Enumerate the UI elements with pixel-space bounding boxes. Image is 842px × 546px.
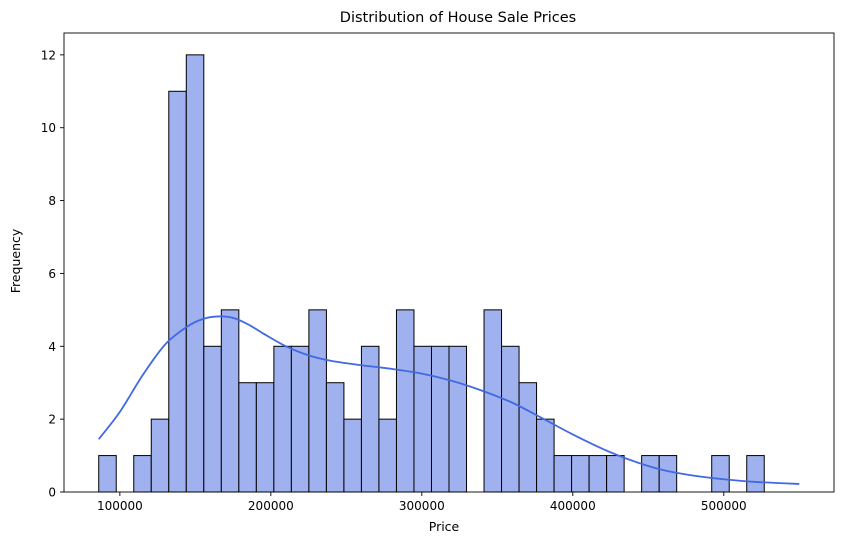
histogram-bar bbox=[308, 309, 327, 493]
plot-area bbox=[63, 32, 835, 493]
histogram-bar bbox=[711, 455, 730, 493]
y-axis-ticks: 0 2 4 6 8 10 12 bbox=[41, 48, 64, 500]
y-tick-label: 12 bbox=[41, 48, 56, 62]
histogram-bar bbox=[255, 382, 275, 493]
histogram-bar bbox=[273, 345, 292, 493]
histogram-bar bbox=[413, 345, 432, 493]
histogram-bar bbox=[290, 345, 310, 493]
histogram-bars bbox=[98, 54, 765, 493]
histogram-bar bbox=[536, 418, 555, 493]
histogram-bar bbox=[588, 455, 608, 493]
histogram-bar bbox=[325, 382, 345, 493]
y-tick-label: 8 bbox=[48, 194, 56, 208]
histogram-bar bbox=[746, 455, 765, 493]
chart-title: Distribution of House Sale Prices bbox=[340, 10, 576, 26]
x-tick-label: 200000 bbox=[248, 499, 294, 513]
histogram-bar bbox=[185, 54, 205, 493]
histogram-bar bbox=[133, 455, 152, 493]
histogram-bar bbox=[220, 309, 240, 493]
histogram-bar bbox=[168, 90, 187, 493]
x-tick-label: 400000 bbox=[550, 499, 596, 513]
x-tick-label: 100000 bbox=[97, 499, 143, 513]
histogram-bar bbox=[553, 455, 573, 493]
x-tick-label: 300000 bbox=[399, 499, 445, 513]
plot-frame bbox=[63, 32, 835, 493]
histogram-bar bbox=[203, 345, 222, 493]
y-axis-label: Frequency bbox=[8, 228, 23, 293]
histogram-bar bbox=[430, 345, 450, 493]
y-tick-label: 4 bbox=[48, 340, 56, 354]
histogram-bar bbox=[360, 345, 380, 493]
y-tick-label: 10 bbox=[41, 121, 56, 135]
x-tick-label: 500000 bbox=[701, 499, 747, 513]
y-tick-label: 2 bbox=[48, 413, 56, 427]
y-tick-label: 0 bbox=[48, 486, 56, 500]
histogram-bar bbox=[518, 382, 538, 493]
x-axis-label: Price bbox=[429, 519, 460, 534]
kde-curve bbox=[98, 315, 800, 485]
histogram-bar bbox=[343, 418, 362, 493]
histogram-bar bbox=[501, 345, 520, 493]
histogram-bar bbox=[238, 382, 257, 493]
histogram-bar bbox=[483, 309, 503, 493]
histogram-bar bbox=[641, 455, 660, 493]
y-tick-label: 6 bbox=[48, 267, 56, 281]
histogram-bar bbox=[571, 455, 590, 493]
histogram-bar bbox=[378, 418, 397, 493]
histogram-bar bbox=[98, 455, 117, 493]
histogram-bar bbox=[395, 309, 415, 493]
x-axis-ticks: 100000 200000 300000 400000 500000 bbox=[97, 492, 747, 513]
histogram-bar bbox=[606, 455, 625, 493]
histogram-bar bbox=[448, 345, 468, 493]
histogram-bar bbox=[658, 455, 678, 493]
histogram-bar bbox=[150, 418, 170, 493]
